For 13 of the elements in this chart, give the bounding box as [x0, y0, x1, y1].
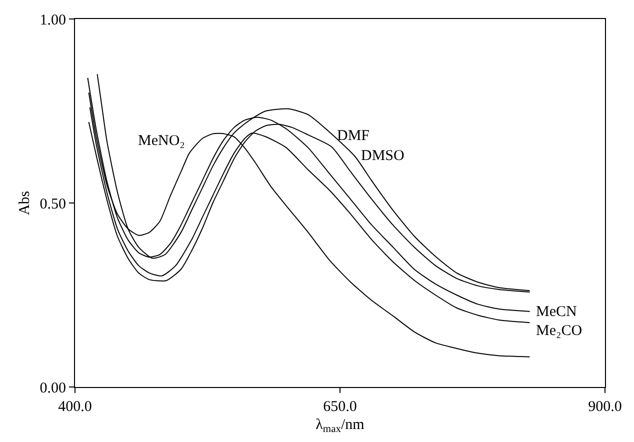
x-tick-label: 900.0	[588, 399, 622, 415]
x-axis-title: λ$_{max}$/nm	[316, 417, 365, 436]
y-tick-label: 0.50	[40, 196, 66, 212]
series-label: Me₂CO	[536, 323, 582, 339]
x-tick-label: 400.0	[58, 399, 92, 415]
y-axis-title: Abs	[17, 190, 33, 216]
series-label: DMSO	[361, 148, 405, 164]
series-label: MeCN	[536, 304, 577, 320]
series-label: DMF	[337, 128, 370, 144]
series-label: MeNO₂	[138, 133, 185, 149]
y-tick-label: 0.00	[40, 380, 66, 396]
x-tick-label: 650.0	[323, 399, 357, 415]
y-tick-label: 1.00	[40, 12, 66, 28]
